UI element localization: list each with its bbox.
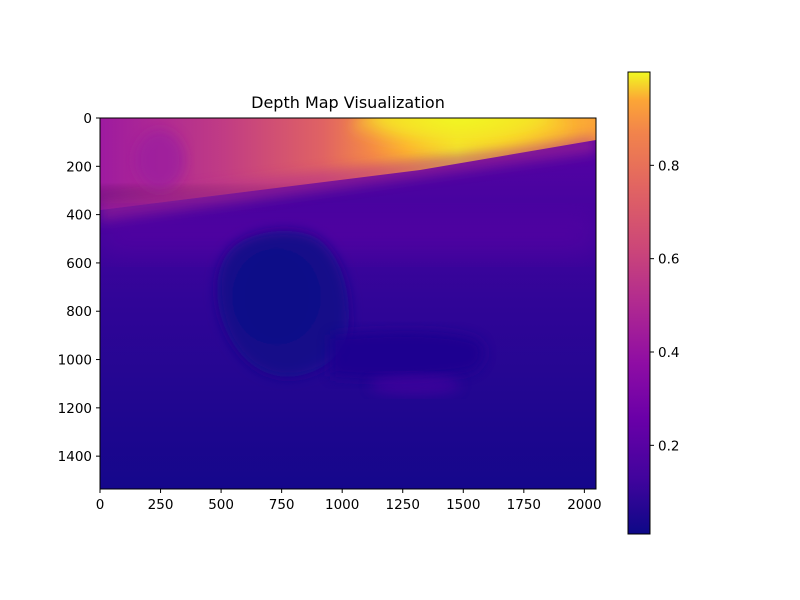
y-tick-label: 1000: [58, 353, 92, 369]
heatmap-image: [100, 118, 596, 489]
colorbar-tick-label: 0.8: [658, 158, 679, 174]
y-tick-label: 600: [66, 256, 92, 272]
x-tick-label: 0: [96, 497, 105, 513]
x-tick-label: 1500: [446, 497, 480, 513]
colorbar-ticks: 0.2 0.4 0.6 0.8: [650, 158, 679, 454]
colorbar-tick-label: 0.6: [658, 252, 679, 268]
x-axis-ticks: 0 250 500 750 1000 1250 1500 1750 2000: [96, 489, 602, 513]
y-tick-label: 800: [66, 304, 92, 320]
x-tick-label: 250: [148, 497, 174, 513]
x-tick-label: 1250: [386, 497, 420, 513]
y-tick-label: 200: [66, 159, 92, 175]
x-tick-label: 750: [269, 497, 295, 513]
colorbar-tick-label: 0.2: [658, 438, 679, 454]
y-tick-label: 400: [66, 208, 92, 224]
colorbar-tick-label: 0.4: [658, 345, 679, 361]
y-tick-label: 1200: [58, 401, 92, 417]
x-tick-label: 2000: [567, 497, 601, 513]
y-tick-label: 0: [83, 111, 92, 127]
x-tick-label: 1750: [507, 497, 541, 513]
x-tick-label: 1000: [325, 497, 359, 513]
colorbar: [627, 71, 651, 535]
x-tick-label: 500: [208, 497, 234, 513]
y-tick-label: 1400: [58, 449, 92, 465]
plot-frame: [99, 117, 597, 490]
y-axis-ticks: 0 200 400 600 800 1000 1200 1400: [58, 111, 100, 465]
chart-title: Depth Map Visualization: [251, 93, 445, 112]
